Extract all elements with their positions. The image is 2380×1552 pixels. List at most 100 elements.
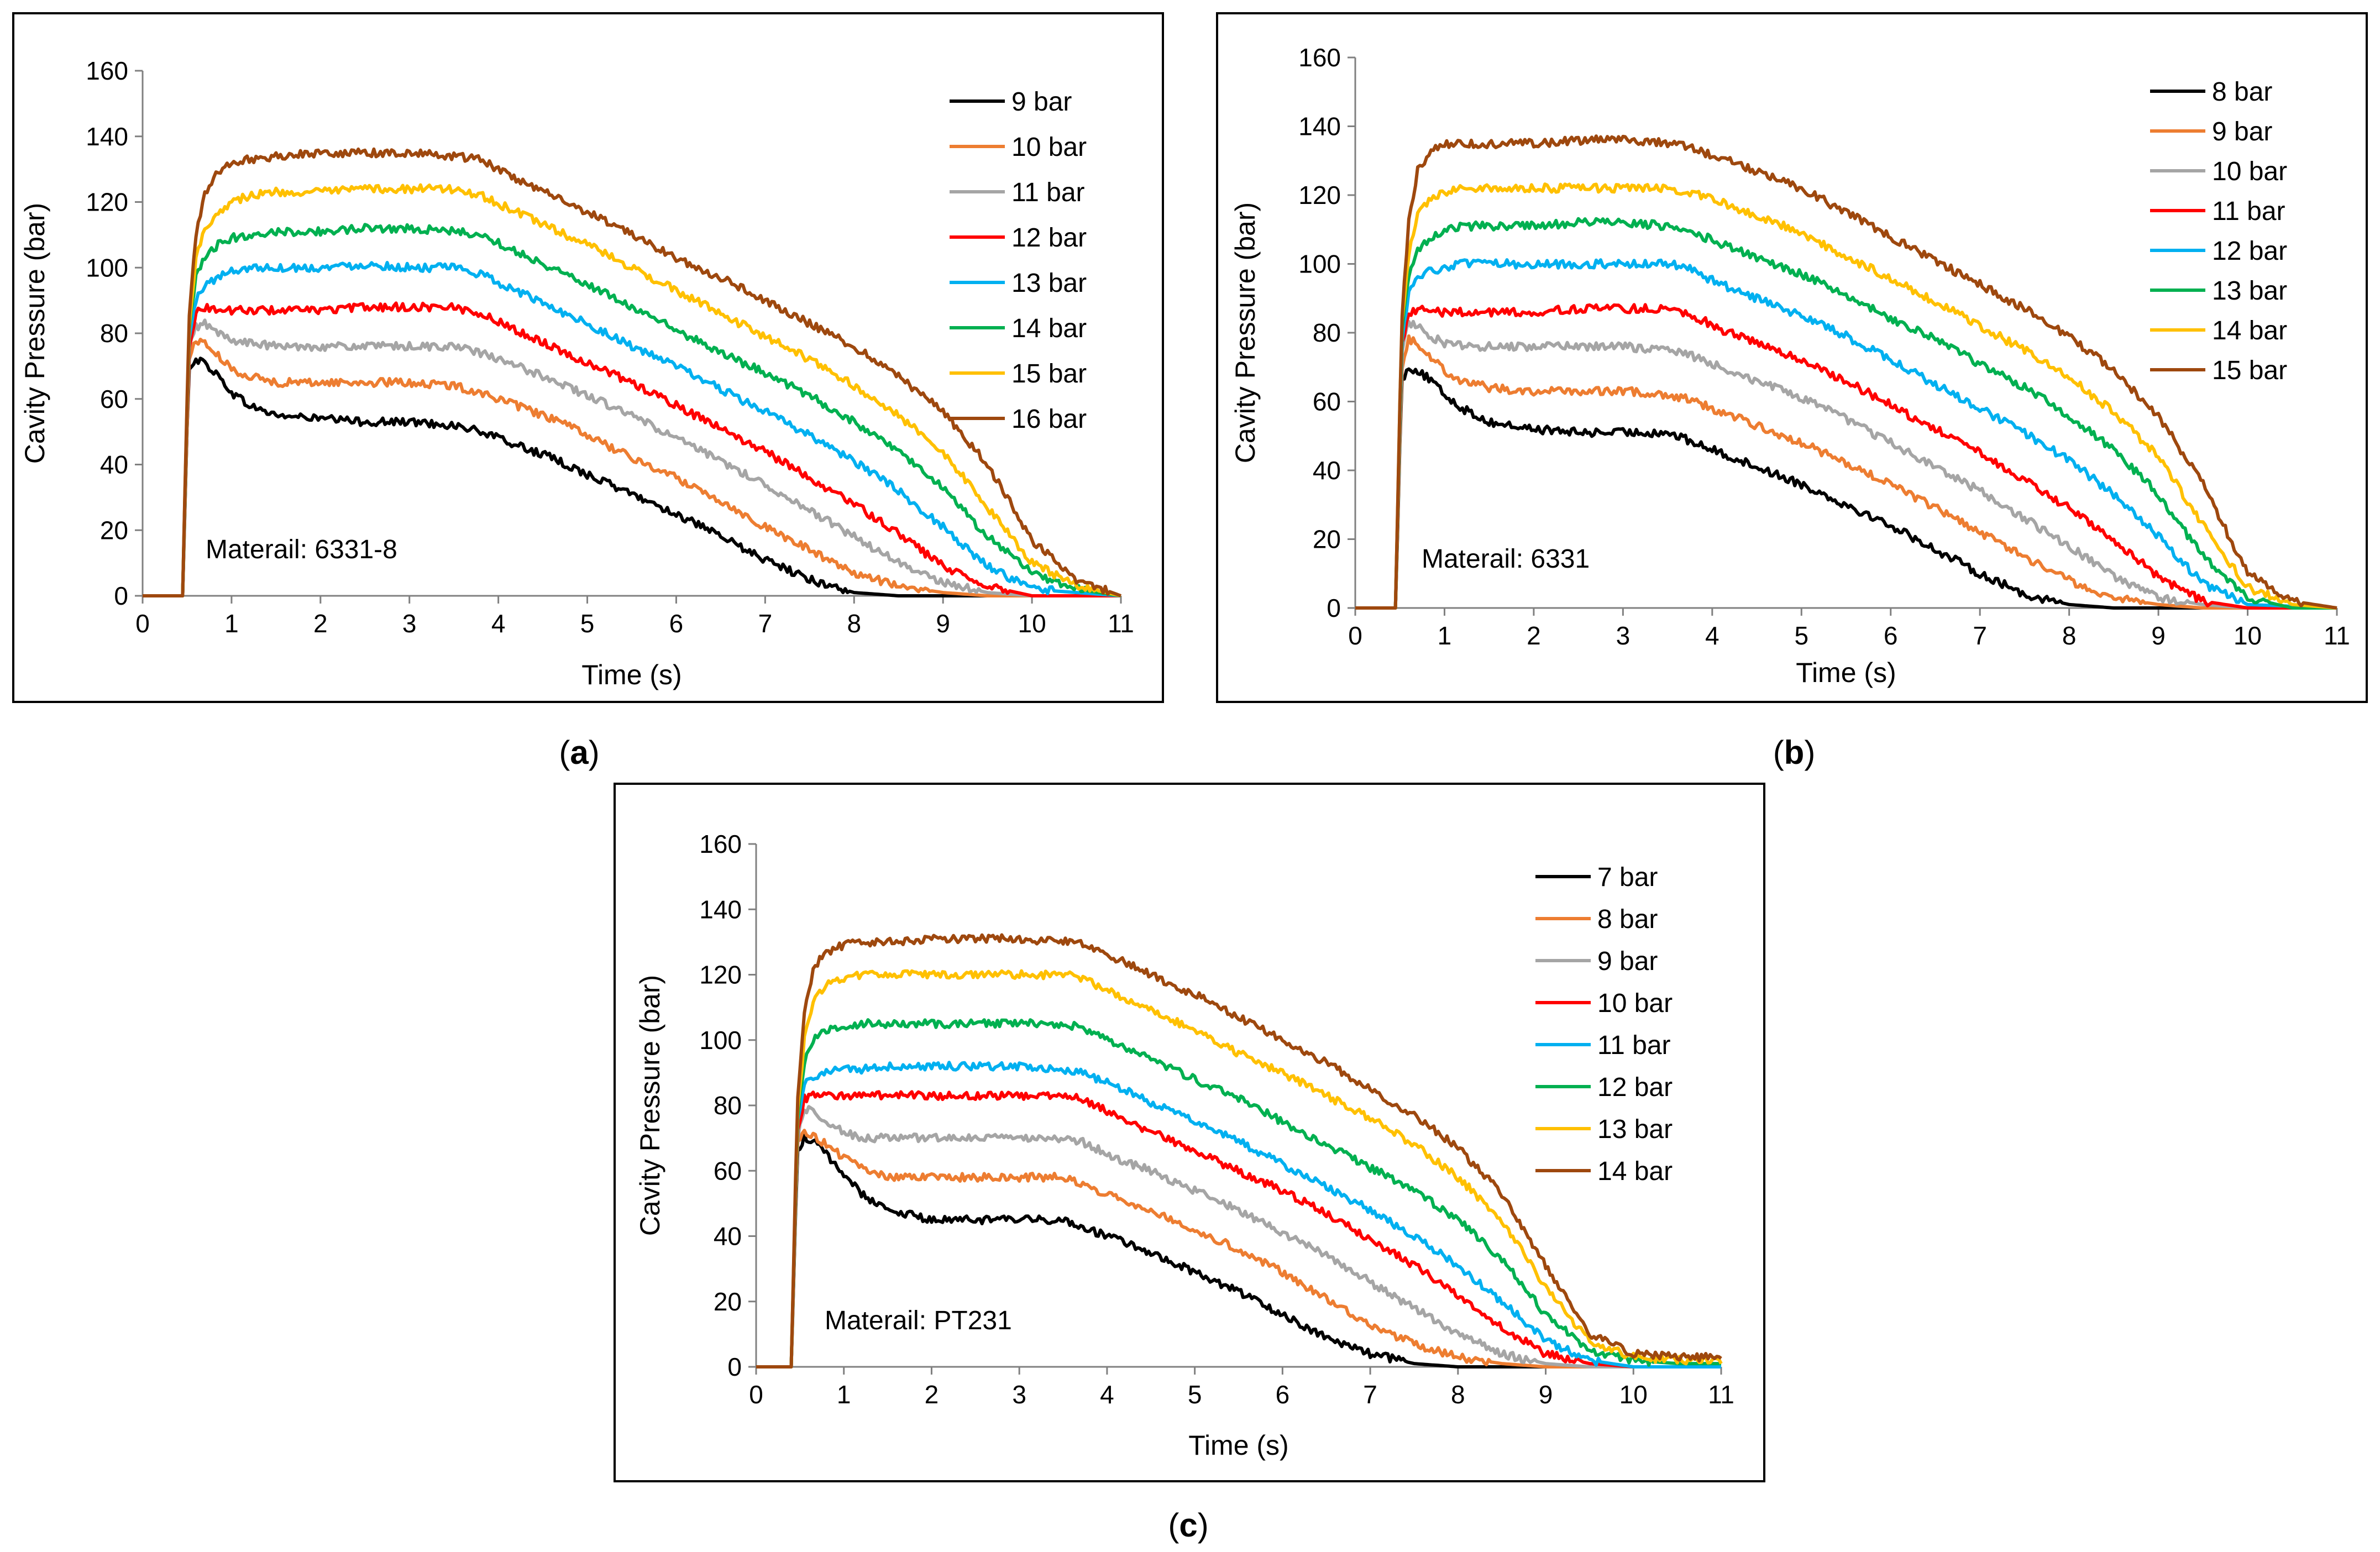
y-tick-label: 40 — [100, 450, 128, 479]
y-tick-label: 160 — [699, 830, 742, 858]
legend-label: 9 bar — [2212, 117, 2272, 146]
y-tick-label: 100 — [699, 1026, 742, 1055]
series-line-11-bar — [143, 318, 1121, 597]
legend-label: 10 bar — [2212, 157, 2287, 186]
caption-b: (b) — [1773, 734, 1816, 771]
x-tick-label: 0 — [749, 1380, 763, 1409]
x-tick-label: 7 — [758, 609, 773, 638]
legend-label: 14 bar — [1597, 1157, 1673, 1186]
series-line-10-bar — [1355, 319, 2337, 610]
x-tick-label: 0 — [135, 609, 150, 638]
series-line-15-bar — [1355, 134, 2337, 610]
x-axis-title: Time (s) — [1188, 1430, 1288, 1461]
x-tick-label: 9 — [1539, 1380, 1553, 1409]
series-line-8-bar — [756, 1129, 1721, 1369]
legend-label: 13 bar — [1011, 269, 1087, 298]
x-tick-label: 9 — [2151, 621, 2166, 650]
x-tick-label: 5 — [580, 609, 595, 638]
x-tick-label: 3 — [402, 609, 417, 638]
legend-label: 12 bar — [1597, 1073, 1673, 1102]
x-tick-label: 11 — [1108, 609, 1134, 638]
x-tick-label: 7 — [1973, 621, 1987, 650]
panel-a-chart: 0 20 40 60 80 100 120 140 160 0 1 2 3 4 5 6 7 8 9 10 11 Time … — [19, 56, 1134, 690]
panel-a-frame — [12, 12, 1164, 703]
series-line-13-bar — [756, 969, 1723, 1369]
series-line-14-bar — [1355, 182, 2337, 610]
legend-label: 13 bar — [1597, 1115, 1673, 1144]
material-annotation: Materail: 6331-8 — [206, 535, 397, 564]
series-line-12-bar — [1355, 258, 2337, 610]
series-line-15-bar — [143, 183, 1121, 597]
x-tick-label: 9 — [936, 609, 950, 638]
y-axis-title: Cavity Pressure (bar) — [1230, 202, 1261, 463]
x-tick-label: 10 — [1619, 1380, 1648, 1409]
series-line-12-bar — [143, 301, 1121, 597]
x-tick-label: 2 — [313, 609, 328, 638]
x-tick-label: 3 — [1616, 621, 1631, 650]
legend-label: 11 bar — [1597, 1031, 1671, 1060]
legend-label: 7 bar — [1597, 863, 1658, 892]
x-tick-label: 4 — [491, 609, 506, 638]
legend-label: 10 bar — [1597, 989, 1673, 1018]
y-tick-label: 0 — [1327, 594, 1341, 622]
series-line-11-bar — [1355, 303, 2337, 610]
x-tick-label: 2 — [1527, 621, 1541, 650]
series-line-12-bar — [756, 1018, 1721, 1369]
chart-panel-c: 0 20 40 60 80 100 120 140 160 0 1 2 3 4 5 6 7 8 9 10 11 Time … — [614, 783, 1765, 1482]
legend-label: 10 bar — [1011, 133, 1087, 162]
y-tick-label: 120 — [1298, 181, 1341, 209]
y-tick-label: 60 — [1313, 387, 1341, 416]
y-tick-label: 20 — [100, 516, 128, 544]
panel-c-frame — [614, 783, 1765, 1482]
legend-label: 11 bar — [1011, 178, 1085, 207]
series-line-10-bar — [756, 1090, 1721, 1369]
x-tick-label: 4 — [1705, 621, 1720, 650]
x-tick-label: 1 — [837, 1380, 851, 1409]
series-line-13-bar — [143, 261, 1121, 597]
x-tick-label: 11 — [1708, 1380, 1734, 1409]
series-line-9-bar — [756, 1105, 1721, 1369]
caption-c: (c) — [1168, 1507, 1208, 1544]
caption-a: (a) — [559, 734, 599, 771]
y-tick-label: 40 — [714, 1222, 742, 1251]
legend-label: 16 bar — [1011, 405, 1087, 434]
x-tick-label: 6 — [1276, 1380, 1290, 1409]
x-tick-label: 8 — [847, 609, 861, 638]
y-tick-label: 140 — [699, 895, 742, 924]
x-tick-label: 4 — [1100, 1380, 1114, 1409]
legend-label: 15 bar — [2212, 356, 2287, 385]
x-tick-label: 11 — [2324, 621, 2350, 650]
x-tick-label: 8 — [1451, 1380, 1465, 1409]
chart-panel-a: 0 20 40 60 80 100 120 140 160 0 1 2 3 4 5 6 7 8 9 10 11 Time … — [12, 12, 1164, 703]
y-tick-label: 140 — [1298, 112, 1341, 141]
x-tick-label: 10 — [2234, 621, 2262, 650]
y-tick-label: 20 — [714, 1287, 742, 1316]
legend-label: 12 bar — [2212, 237, 2287, 266]
y-tick-label: 100 — [86, 253, 128, 282]
x-tick-label: 1 — [224, 609, 239, 638]
series-line-11-bar — [756, 1061, 1721, 1369]
y-tick-label: 0 — [727, 1352, 742, 1381]
x-tick-label: 7 — [1363, 1380, 1377, 1409]
x-tick-label: 10 — [1018, 609, 1046, 638]
y-tick-label: 0 — [114, 581, 128, 610]
y-tick-label: 40 — [1313, 456, 1341, 485]
y-tick-label: 20 — [1313, 525, 1341, 554]
series-line-14-bar — [756, 933, 1722, 1369]
legend-label: 12 bar — [1011, 223, 1087, 253]
panel-b-chart: 0 20 40 60 80 100 120 140 160 0 1 2 3 4 5 6 7 8 9 10 11 Time … — [1230, 43, 2350, 688]
y-tick-label: 160 — [86, 56, 128, 85]
y-tick-label: 80 — [1313, 318, 1341, 347]
series-line-16-bar — [143, 147, 1122, 597]
y-tick-label: 80 — [714, 1091, 742, 1120]
material-annotation: Materail: 6331 — [1422, 544, 1590, 574]
x-tick-label: 2 — [925, 1380, 939, 1409]
series-line-10-bar — [143, 338, 1121, 597]
series-line-13-bar — [1355, 217, 2337, 610]
y-tick-label: 60 — [714, 1156, 742, 1185]
x-tick-label: 6 — [1884, 621, 1898, 650]
legend-label: 14 bar — [2212, 316, 2287, 345]
panel-c-chart: 0 20 40 60 80 100 120 140 160 0 1 2 3 4 5 6 7 8 9 10 11 Time … — [635, 830, 1734, 1461]
x-tick-label: 0 — [1348, 621, 1362, 650]
